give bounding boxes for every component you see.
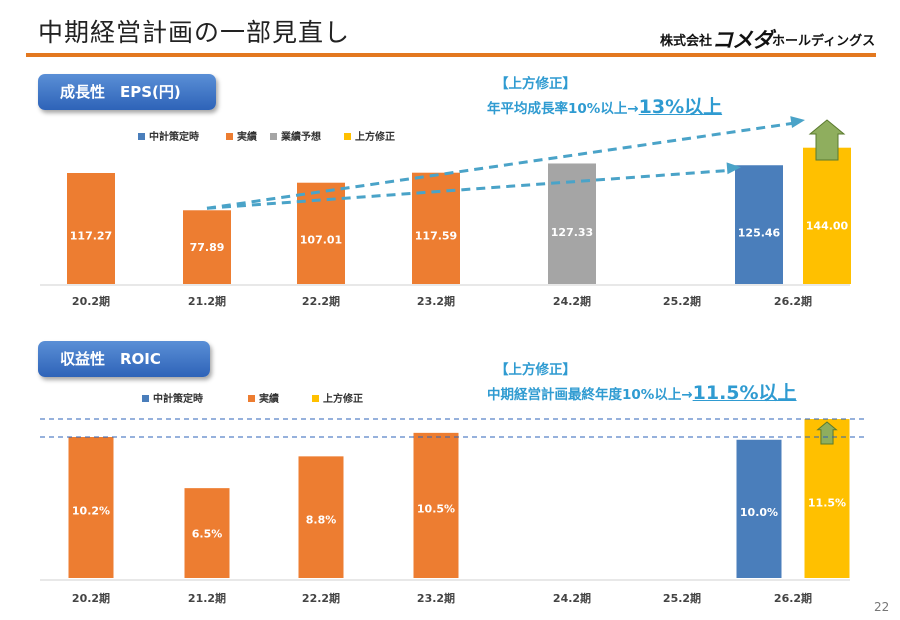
eps-bar-label: 107.01 (300, 233, 342, 246)
roic-legend-label-upward: 上方修正 (323, 392, 363, 405)
roic-bar-actual (413, 432, 459, 578)
roic-x-tick: 22.2期 (302, 591, 340, 605)
roic-bar-plan (736, 439, 782, 578)
eps-x-tick: 25.2期 (663, 294, 701, 308)
title-underline (26, 53, 876, 57)
roic-x-tick: 24.2期 (553, 591, 591, 605)
eps-legend-swatch-actual (226, 133, 233, 140)
roic-x-tick: 25.2期 (663, 591, 701, 605)
company-logo: 株式会社コメダホールディングス (660, 24, 875, 54)
eps-note-line1: 【上方修正】 (495, 76, 576, 92)
eps-legend-label-plan: 中計策定時 (149, 130, 199, 143)
eps-x-tick: 23.2期 (417, 294, 455, 308)
roic-legend-label-actual: 実績 (259, 392, 279, 405)
eps-bar-label: 125.46 (738, 226, 781, 239)
eps-bar-label: 117.59 (415, 229, 457, 242)
page-number: 22 (874, 600, 890, 614)
roic-x-tick: 26.2期 (774, 591, 812, 605)
eps-legend-swatch-upward (344, 133, 351, 140)
eps-x-tick: 22.2期 (302, 294, 340, 308)
roic-legend-swatch-actual (248, 395, 255, 402)
roic-bar-actual (68, 437, 114, 578)
roic-bar-label: 11.5% (808, 496, 846, 509)
roic-x-tick: 20.2期 (72, 591, 110, 605)
roic-legend-swatch-plan (142, 395, 149, 402)
eps-x-tick: 21.2期 (188, 294, 226, 308)
roic-upward-arrow-icon (816, 421, 838, 445)
roic-bar-label: 10.2% (72, 505, 110, 518)
logo-prefix: 株式会社 (660, 34, 713, 49)
logo-brand: コメダ (712, 28, 773, 52)
eps-bar-label: 117.27 (70, 230, 112, 243)
roic-legend-swatch-upward (312, 395, 319, 402)
eps-x-tick: 20.2期 (72, 294, 110, 308)
eps-bar-label: 77.89 (190, 241, 225, 254)
logo-suffix: ホールディングス (772, 34, 876, 49)
eps-legend-label-actual: 実績 (237, 130, 257, 143)
eps-bar-actual (297, 182, 345, 284)
eps-trend-arrowhead-icon (790, 116, 805, 128)
eps-note-emphasis: 13%以上 (638, 96, 723, 118)
eps-bar-upward (803, 147, 851, 284)
roic-legend-label-plan: 中計策定時 (153, 392, 203, 405)
roic-bar-actual (298, 456, 344, 578)
eps-note-line2: 年平均成長率10%以上→ (487, 101, 639, 117)
page-title: 中期経営計画の一部見直し (38, 18, 351, 47)
eps-legend-label-forecast: 業績予想 (280, 130, 321, 143)
roic-note-line2: 中期経営計画最終年度10%以上→ (487, 387, 693, 403)
eps-bar-label: 144.00 (806, 219, 849, 232)
eps-bar-actual (67, 173, 115, 284)
eps-legend-swatch-forecast (270, 133, 277, 140)
eps-legend-swatch-plan (138, 133, 145, 140)
roic-bar-label: 8.8% (306, 513, 337, 526)
eps-x-tick: 26.2期 (774, 294, 812, 308)
roic-bar-label: 10.5% (417, 503, 455, 516)
roic-note: 中期経営計画最終年度10%以上→11.5%以上 (487, 378, 797, 405)
roic-bar-label: 6.5% (192, 528, 223, 541)
eps-legend-label-upward: 上方修正 (355, 130, 395, 143)
roic-bar-actual (184, 488, 230, 578)
eps-trend-arrow-line (206, 121, 796, 210)
roic-x-tick: 23.2期 (417, 591, 455, 605)
eps-note: 年平均成長率10%以上→13%以上 (487, 92, 722, 119)
eps-bar-actual (183, 210, 231, 284)
roic-bar-label: 10.0% (740, 506, 778, 519)
eps-section-badge: 成長性 EPS(円) (38, 74, 216, 110)
roic-note-emphasis: 11.5%以上 (692, 382, 797, 404)
eps-bar-label: 127.33 (551, 226, 593, 239)
eps-bar-plan (735, 165, 783, 284)
eps-trend-arrow-line (206, 168, 732, 210)
roic-x-tick: 21.2期 (188, 591, 226, 605)
roic-bar-upward (804, 419, 850, 578)
roic-section-badge: 収益性 ROIC (38, 341, 210, 377)
eps-trend-arrowhead-icon (726, 162, 741, 175)
eps-x-tick: 24.2期 (553, 294, 591, 308)
eps-upward-arrow-icon (808, 119, 846, 161)
roic-note-line1: 【上方修正】 (495, 362, 576, 378)
